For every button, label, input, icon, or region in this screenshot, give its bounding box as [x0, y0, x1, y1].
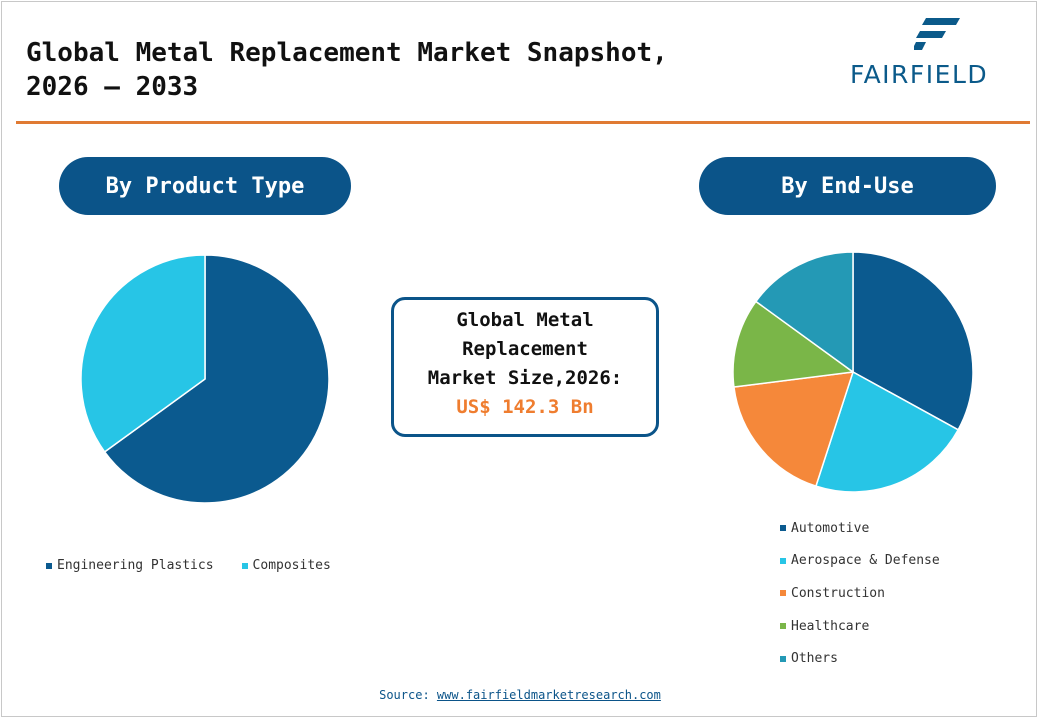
fairfield-logo-mark-icon	[914, 18, 960, 50]
legend-item-engineering-plastics: Engineering Plastics	[46, 558, 214, 573]
legend-item-others: Others	[780, 642, 1020, 675]
legend-item-aerospace-and-defense: Aerospace & Defense	[780, 545, 1020, 578]
brand-name: FAIRFIELD	[850, 60, 989, 89]
legend-label: Healthcare	[791, 618, 870, 634]
header-divider	[16, 121, 1030, 124]
market-size-label-line-2: Replacement	[462, 338, 588, 360]
legend-swatch	[780, 557, 786, 564]
source-note: Source: www.fairfieldmarketresearch.com	[0, 688, 1040, 702]
legend-label: Composites	[252, 558, 331, 573]
source-link[interactable]: www.fairfieldmarketresearch.com	[436, 688, 661, 702]
pie-slice-healthcare	[732, 300, 854, 388]
pie-slice-automotive	[852, 251, 974, 431]
legend-label: Automotive	[791, 520, 870, 536]
legend-swatch	[46, 562, 52, 569]
market-size-label-line-1: Global Metal	[456, 309, 594, 331]
market-size-label-line-3: Market Size,2026:	[427, 367, 623, 389]
legend-item-automotive: Automotive	[780, 512, 1020, 545]
legend-label: Others	[791, 651, 838, 667]
legend-label: Aerospace & Defense	[791, 553, 940, 569]
pie-slice-engineering-plastics	[103, 254, 330, 504]
pie-slice-composites	[80, 254, 206, 453]
title-line-1: Global Metal Replacement Market Snapshot…	[26, 38, 668, 68]
product-type-heading: By Product Type	[59, 157, 351, 215]
legend-swatch	[780, 525, 786, 532]
legend-item-construction: Construction	[780, 577, 1020, 610]
legend-item-healthcare: Healthcare	[780, 610, 1020, 643]
pie-slice-others	[755, 251, 854, 373]
page-title: Global Metal Replacement Market Snapshot…	[26, 36, 826, 104]
legend-swatch	[780, 623, 786, 630]
product-type-pie-chart	[80, 254, 330, 504]
legend-swatch	[780, 655, 786, 662]
pie-slice-construction	[733, 371, 854, 487]
end-use-pie-chart	[732, 251, 974, 493]
fairfield-logo: FAIRFIELD	[848, 18, 1026, 90]
legend-swatch	[780, 590, 786, 597]
title-line-2: 2026 – 2033	[26, 72, 199, 102]
market-size-box: Global Metal Replacement Market Size,202…	[391, 297, 659, 437]
legend-label: Engineering Plastics	[57, 558, 214, 573]
legend-swatch	[241, 562, 248, 569]
product-type-legend: Engineering Plastics Composites	[46, 558, 446, 573]
end-use-heading: By End-Use	[699, 157, 996, 215]
market-size-value: US$ 142.3 Bn	[456, 396, 594, 418]
legend-label: Construction	[791, 585, 885, 601]
end-use-legend: Automotive Aerospace & Defense Constructio…	[780, 512, 1020, 675]
pie-slice-aerospace-and-defense	[815, 371, 959, 493]
source-label: Source:	[379, 688, 430, 702]
legend-item-composites: Composites	[241, 558, 331, 573]
